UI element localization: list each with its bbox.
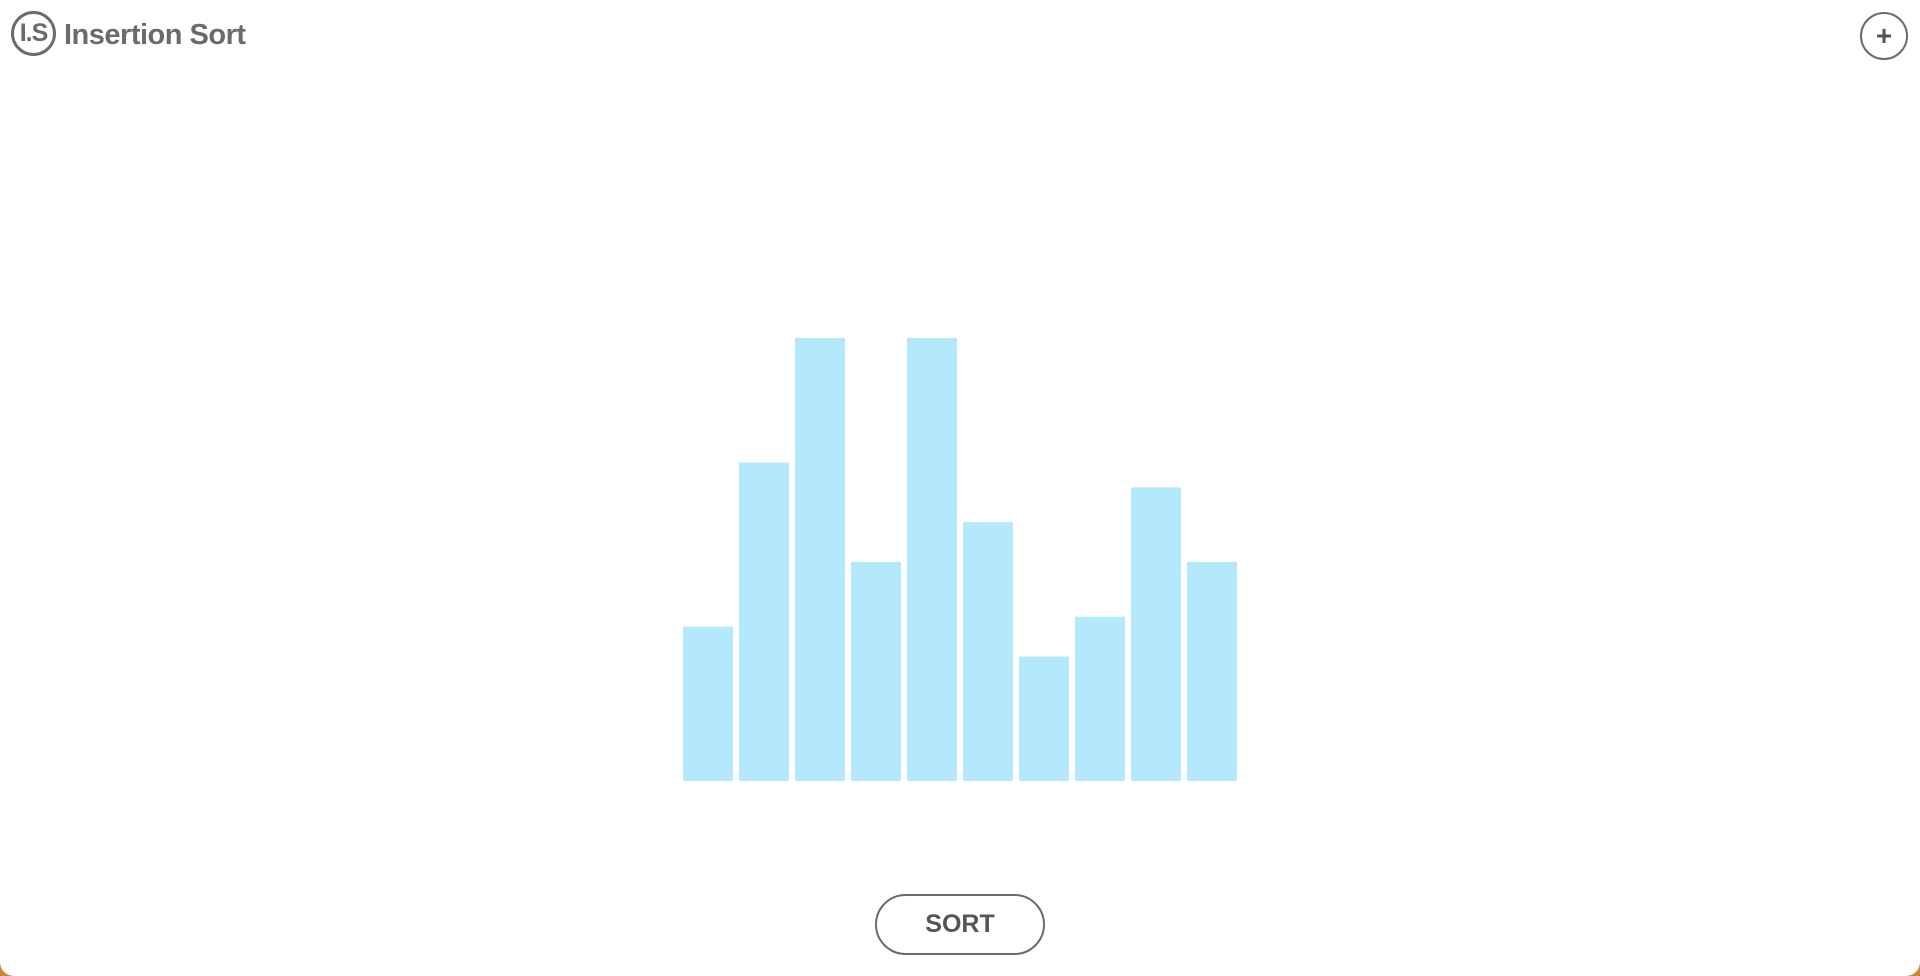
plus-icon: +: [1875, 20, 1893, 51]
bar-8: [1075, 616, 1125, 781]
bar-5: [907, 338, 957, 781]
page-title: Insertion Sort: [64, 19, 246, 51]
sort-button[interactable]: SORT: [875, 894, 1045, 955]
add-button[interactable]: +: [1860, 12, 1908, 60]
logo-text: I.S: [19, 19, 49, 47]
bar-3: [795, 338, 845, 781]
bar-6: [963, 522, 1013, 781]
bar-7: [1019, 656, 1069, 781]
logo-icon: I.S: [11, 11, 56, 56]
bar-1: [683, 626, 733, 781]
bar-9: [1131, 487, 1181, 781]
header: I.S Insertion Sort +: [0, 0, 1920, 70]
bar-4: [851, 561, 901, 781]
bar-2: [739, 462, 789, 781]
bar-10: [1187, 561, 1237, 781]
